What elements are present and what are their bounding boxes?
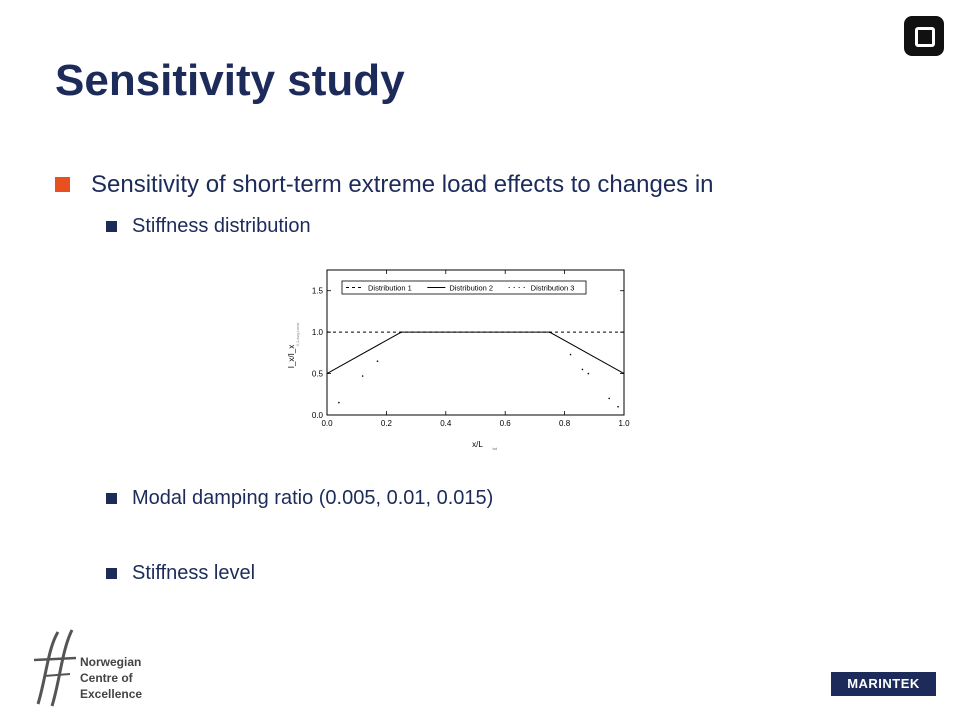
x-tick-label: 0.4 [440,419,452,428]
y-tick-label: 1.5 [312,287,324,296]
series-3-point [581,368,584,371]
nce-text: Norwegian Centre of Excellence [80,654,142,702]
y-axis-label: I_x/I_x [287,345,296,369]
orange-bullet-icon [55,177,70,192]
navy-bullet-icon [106,568,117,579]
marintek-logo: MARINTEK [831,672,936,696]
x-axis-label: x/L [472,440,483,449]
x-tick-label: 0.2 [381,419,393,428]
ff-logo-icon [33,629,77,707]
series-3-point [548,331,551,333]
series-3-point [361,375,364,377]
legend-label-3: Distribution 3 [531,284,575,293]
nce-line-1: Norwegian [80,655,142,669]
x-axis-label-sub: tot [493,446,498,451]
legend-box [341,280,587,295]
plot-frame [326,269,625,416]
series-3-point [569,353,572,356]
x-tick-label: 1.0 [618,419,630,428]
y-axis-label-sub: 0,1,avg,const [295,322,300,347]
navy-bullet-icon [106,493,117,504]
series-3-point [400,331,403,333]
stiffness-distribution-chart: 0.0 0.2 0.4 0.6 0.8 1.0 0.0 0.5 1.0 1.5 x/L tot I_x/… [287,269,630,451]
navy-bullet-icon [106,221,117,232]
bullet-modal-damping-text: Modal damping ratio (0.005, 0.01, 0.015) [132,487,494,509]
y-tick-label: 0.0 [312,411,324,420]
x-tick-label: 0.0 [321,419,333,428]
bullet-stiffness-level-text: Stiffness level [132,562,256,584]
series-3-point [608,397,610,400]
series-3-point [338,401,340,404]
bullet-main-text: Sensitivity of short-term extreme load e… [91,171,714,198]
legend-label-1: Distribution 1 [368,284,412,293]
bullet-stiffness-distribution-text: Stiffness distribution [132,215,311,237]
nce-line-2: Centre of [80,671,133,685]
x-tick-label: 0.8 [559,419,571,428]
series-3-point [376,360,379,362]
y-tick-label: 0.5 [312,370,324,379]
rounded-square-logo-icon [904,16,944,56]
series-3-point [587,372,590,375]
nce-line-3: Excellence [80,687,143,701]
legend-label-2: Distribution 2 [449,284,493,293]
slide-title: Sensitivity study [55,56,405,105]
x-tick-label: 0.6 [500,419,512,428]
series-3-point [617,405,619,408]
series-2-line [326,331,625,375]
y-tick-label: 1.0 [312,328,324,337]
